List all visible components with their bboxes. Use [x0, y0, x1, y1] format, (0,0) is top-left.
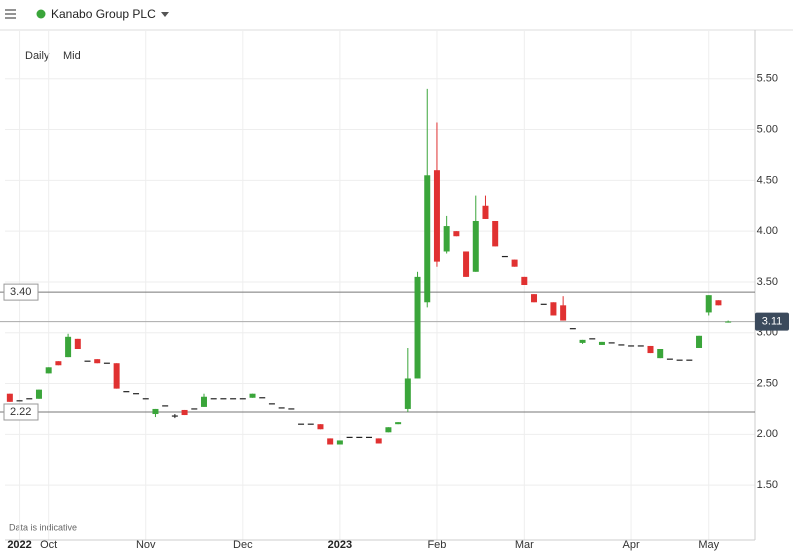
candle-body: [152, 408, 159, 415]
candle-body: [725, 321, 732, 323]
reference-label: 2.22: [10, 406, 31, 418]
price-type[interactable]: Mid: [63, 50, 81, 62]
candle-body: [375, 438, 382, 444]
candle-body: [443, 226, 450, 252]
candle-body: [598, 341, 605, 345]
candle-body: [657, 349, 664, 359]
candle-body: [696, 335, 703, 348]
candle-body: [45, 367, 52, 374]
candle-body: [249, 393, 256, 398]
candle-body: [65, 336, 72, 358]
reference-label-box: [3, 283, 39, 301]
y-tick-label: 5.00: [757, 123, 778, 135]
candle-body: [424, 175, 431, 303]
candle-body: [404, 378, 411, 409]
interval[interactable]: Daily: [25, 50, 50, 62]
instrument-name[interactable]: Kanabo Group PLC: [51, 7, 156, 21]
y-tick-label: 5.50: [757, 73, 778, 85]
candle-body: [463, 251, 470, 277]
candle-body: [433, 170, 440, 262]
candle-body: [705, 295, 712, 313]
candle-body: [113, 363, 120, 389]
candle-body: [385, 427, 392, 433]
status-dot: [36, 9, 46, 19]
candle-body: [336, 440, 343, 445]
x-tick-label: 2022: [7, 539, 31, 551]
y-tick-label: 4.50: [757, 174, 778, 186]
candle-body: [531, 294, 538, 303]
candle-body: [511, 259, 518, 267]
candle-body: [414, 276, 421, 379]
candle-body: [55, 361, 62, 366]
candle-body: [482, 205, 489, 219]
candle-body: [317, 424, 324, 430]
candle-body: [521, 276, 528, 285]
candle-body: [35, 389, 42, 399]
candle-body: [492, 220, 499, 247]
dropdown-arrow[interactable]: [161, 12, 169, 17]
candle-body: [74, 338, 81, 350]
candle-body: [181, 409, 188, 416]
candle-body: [6, 393, 13, 402]
last-price-label: 3.11: [762, 315, 783, 327]
candle-body: [200, 396, 207, 407]
reference-label: 3.40: [10, 286, 31, 298]
candle-body: [453, 231, 460, 237]
x-tick-label: May: [698, 539, 719, 551]
x-tick-label: Nov: [136, 539, 156, 551]
note: Data is indicative: [9, 522, 77, 532]
menu-icon[interactable]: [5, 9, 16, 19]
candle-body: [647, 345, 654, 354]
candle-body: [94, 359, 101, 364]
y-tick-label: 2.00: [757, 428, 778, 440]
candle-body: [560, 305, 567, 321]
x-tick-label: Mar: [515, 539, 534, 551]
y-tick-label: 2.50: [757, 377, 778, 389]
last-price-box: [755, 312, 789, 331]
candle-body: [579, 339, 586, 343]
y-tick-label: 3.50: [757, 276, 778, 288]
candle-body: [395, 422, 402, 425]
candle-body: [715, 300, 722, 306]
candle-body: [472, 220, 479, 272]
candle-body: [327, 438, 334, 445]
x-tick-label: Feb: [427, 539, 446, 551]
y-tick-label: 1.50: [757, 479, 778, 491]
x-tick-label: 2023: [328, 539, 352, 551]
x-tick-label: Oct: [40, 539, 57, 551]
x-tick-label: Dec: [233, 539, 253, 551]
x-tick-label: Apr: [623, 539, 640, 551]
reference-label-box: [3, 403, 39, 421]
candle-body: [550, 302, 557, 316]
y-tick-label: 4.00: [757, 225, 778, 237]
